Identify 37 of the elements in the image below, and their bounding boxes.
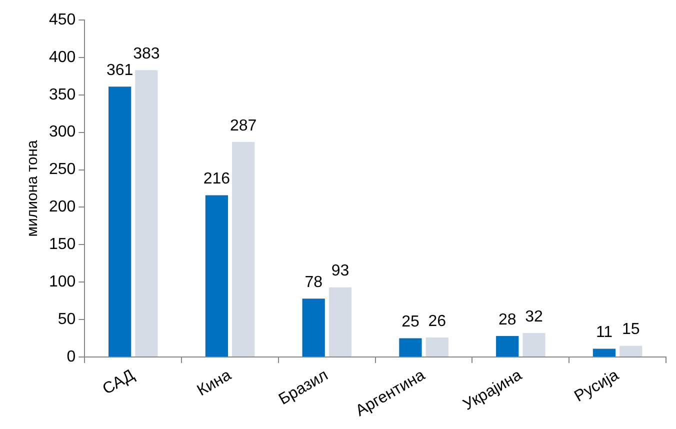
y-tick-label: 100 xyxy=(48,274,76,290)
y-tick-label: 400 xyxy=(48,48,76,66)
y-tick-label: 250 xyxy=(48,161,76,178)
x-tick-label: Кина xyxy=(194,366,234,400)
bar xyxy=(108,86,132,356)
y-tick-label: 50 xyxy=(58,310,76,328)
bar xyxy=(328,287,352,356)
bar xyxy=(426,338,448,356)
data-label: 26 xyxy=(428,312,446,330)
data-label: 11 xyxy=(596,324,613,342)
data-label: 32 xyxy=(525,308,543,326)
bar xyxy=(522,333,546,356)
bar xyxy=(620,346,642,356)
bar xyxy=(135,70,158,356)
data-label: 287 xyxy=(230,117,257,134)
data-label: 383 xyxy=(133,46,160,63)
x-tick-label: САД xyxy=(100,366,138,398)
data-label: 28 xyxy=(498,311,516,328)
y-axis-title: милиона тона xyxy=(24,140,42,237)
bar xyxy=(232,142,255,356)
y-tick-label: 300 xyxy=(48,124,76,141)
data-label: 93 xyxy=(331,262,350,280)
y-tick-label: 150 xyxy=(48,236,76,254)
bar xyxy=(302,298,325,356)
data-label: 25 xyxy=(402,314,420,331)
bar xyxy=(592,348,616,356)
data-label: 216 xyxy=(203,170,230,188)
data-label: 78 xyxy=(304,274,323,291)
data-label: 15 xyxy=(622,321,640,338)
bar xyxy=(205,195,228,356)
y-tick-label: 350 xyxy=(48,86,76,104)
data-label: 361 xyxy=(106,62,134,80)
y-tick-label: 0 xyxy=(66,348,76,366)
bar xyxy=(399,338,422,356)
y-tick-label: 450 xyxy=(48,11,76,28)
bar xyxy=(496,336,519,356)
y-tick-label: 200 xyxy=(48,198,76,216)
